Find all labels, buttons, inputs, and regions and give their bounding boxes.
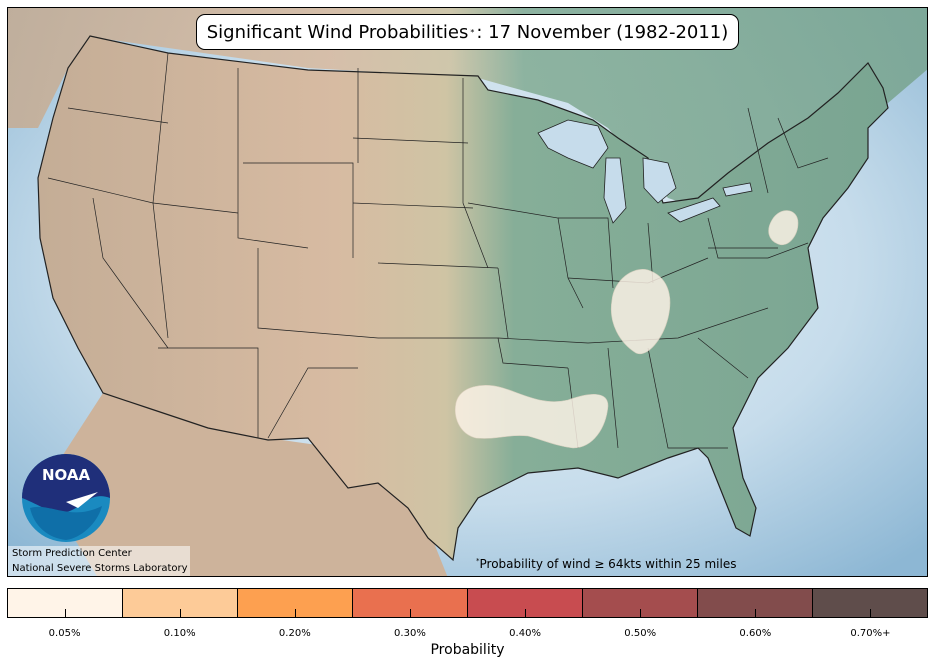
colorbar-segment <box>123 589 238 617</box>
colorbar-tick-label: 0.60% <box>739 628 772 639</box>
colorbar-tick-label: 0.20% <box>278 628 311 639</box>
credit-line-2: National Severe Storms Laboratory <box>12 563 188 574</box>
colorbar-segment <box>238 589 353 617</box>
colorbar-segment <box>698 589 813 617</box>
colorbar-tick-label: 0.70%+ <box>850 628 891 639</box>
colorbar-label: Probability <box>430 642 505 658</box>
title-main: Significant Wind Probabilities <box>206 21 469 43</box>
colorbar-segment <box>813 589 927 617</box>
title-date: : 17 November (1982-2011) <box>476 21 729 43</box>
prob-area-mid-atlantic <box>768 210 799 246</box>
colorbar-segment <box>583 589 698 617</box>
map-panel <box>7 7 928 577</box>
footnote-text: Probability of wind ≥ 64kts within 25 mi… <box>479 557 737 571</box>
probability-areas <box>455 210 799 449</box>
colorbar-segment <box>468 589 583 617</box>
credits-box: Storm Prediction Center National Severe … <box>8 546 190 576</box>
noaa-logo-graphic: NOAA <box>22 454 110 542</box>
colorbar-ticks: 0.05% 0.10% 0.20% 0.30% 0.40% 0.50% 0.60% 0.70%… <box>7 628 928 639</box>
credit-line-1: Storm Prediction Center <box>12 548 132 559</box>
map-svg <box>8 8 927 576</box>
colorbar <box>7 588 928 618</box>
noaa-logo-text: NOAA <box>42 466 91 484</box>
map-title: Significant Wind Probabilities *: 17 Nove… <box>196 14 739 50</box>
colorbar-tick-label: 0.05% <box>48 628 81 639</box>
lake-huron <box>642 157 677 204</box>
prob-area-ohio-valley <box>610 269 671 355</box>
colorbar-tick-label: 0.50% <box>624 628 657 639</box>
prob-area-south-central <box>455 385 609 449</box>
lake-ontario <box>722 182 753 197</box>
footnote: *Probability of wind ≥ 64kts within 25 m… <box>476 557 736 571</box>
footnote-marker: * <box>476 557 480 565</box>
colorbar-tick-label: 0.40% <box>509 628 541 639</box>
colorbar-segment <box>8 589 123 617</box>
noaa-logo: NOAA <box>20 452 112 544</box>
lake-superior <box>537 119 609 169</box>
colorbar-tick-label: 0.10% <box>163 628 196 639</box>
canada-land <box>8 8 927 208</box>
mexico-land <box>48 393 448 576</box>
lake-erie <box>667 197 721 223</box>
lake-michigan <box>603 157 627 224</box>
colorbar-segment <box>353 589 468 617</box>
title-marker: * <box>470 27 475 37</box>
conus-land <box>37 35 889 562</box>
colorbar-tick-label: 0.30% <box>394 628 426 639</box>
